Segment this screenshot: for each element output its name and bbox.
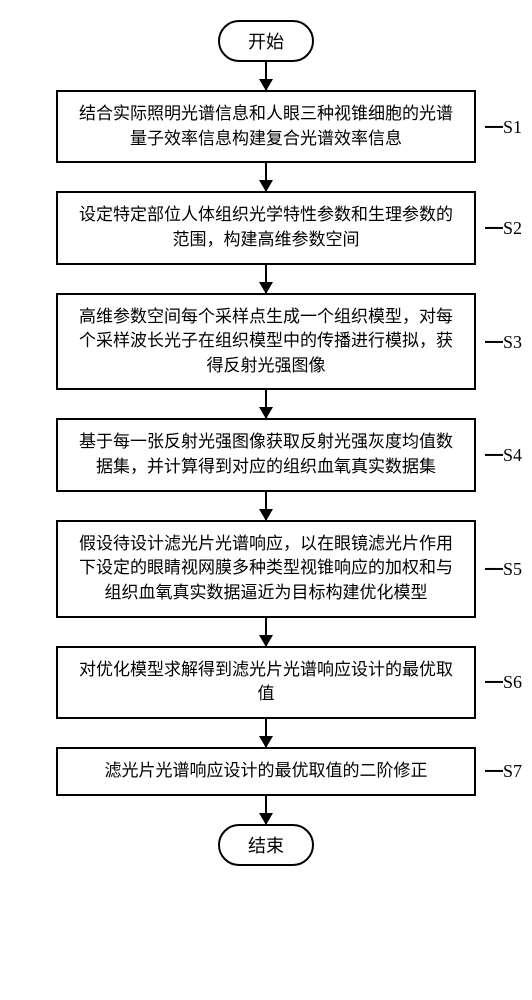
start-terminator: 开始: [218, 20, 314, 62]
process-text: 结合实际照明光谱信息和人眼三种视锥细胞的光谱量子效率信息构建复合光谱效率信息: [79, 104, 453, 148]
process-s3: 高维参数空间每个采样点生成一个组织模型，对每个采样波长光子在组织模型中的传播进行…: [56, 293, 476, 391]
step-label-s3: S3: [503, 328, 522, 354]
step-id: S6: [503, 672, 522, 692]
process-s5: 假设待设计滤光片光谱响应，以在眼镜滤光片作用下设定的眼睛视网膜多种类型视锥响应的…: [56, 520, 476, 618]
step-id: S1: [503, 117, 522, 137]
arrow: [265, 796, 267, 824]
process-text: 对优化模型求解得到滤光片光谱响应设计的最优取值: [79, 660, 453, 704]
process-s2: 设定特定部位人体组织光学特性参数和生理参数的范围，构建高维参数空间 S2: [56, 191, 476, 264]
process-s4: 基于每一张反射光强图像获取反射光强灰度均值数据集，并计算得到对应的组织血氧真实数…: [56, 418, 476, 491]
step-label-s7: S7: [503, 758, 522, 784]
step-label-s2: S2: [503, 215, 522, 241]
arrow: [265, 163, 267, 191]
flowchart-container: 开始 结合实际照明光谱信息和人眼三种视锥细胞的光谱量子效率信息构建复合光谱效率信…: [0, 20, 532, 866]
step-id: S3: [503, 331, 522, 351]
process-text: 假设待设计滤光片光谱响应，以在眼镜滤光片作用下设定的眼睛视网膜多种类型视锥响应的…: [79, 534, 453, 602]
process-text: 高维参数空间每个采样点生成一个组织模型，对每个采样波长光子在组织模型中的传播进行…: [79, 307, 453, 375]
step-id: S5: [503, 559, 522, 579]
process-text: 基于每一张反射光强图像获取反射光强灰度均值数据集，并计算得到对应的组织血氧真实数…: [79, 432, 453, 476]
arrow: [265, 390, 267, 418]
end-terminator: 结束: [218, 824, 314, 866]
step-label-s5: S5: [503, 556, 522, 582]
process-s6: 对优化模型求解得到滤光片光谱响应设计的最优取值 S6: [56, 646, 476, 719]
process-s7: 滤光片光谱响应设计的最优取值的二阶修正 S7: [56, 747, 476, 796]
step-label-s6: S6: [503, 669, 522, 695]
process-text: 设定特定部位人体组织光学特性参数和生理参数的范围，构建高维参数空间: [79, 205, 453, 249]
step-id: S2: [503, 218, 522, 238]
step-id: S4: [503, 445, 522, 465]
arrow: [265, 62, 267, 90]
step-id: S7: [503, 761, 522, 781]
step-label-s1: S1: [503, 114, 522, 140]
process-s1: 结合实际照明光谱信息和人眼三种视锥细胞的光谱量子效率信息构建复合光谱效率信息 S…: [56, 90, 476, 163]
process-text: 滤光片光谱响应设计的最优取值的二阶修正: [105, 761, 428, 780]
arrow: [265, 719, 267, 747]
arrow: [265, 618, 267, 646]
step-label-s4: S4: [503, 442, 522, 468]
arrow: [265, 492, 267, 520]
arrow: [265, 265, 267, 293]
